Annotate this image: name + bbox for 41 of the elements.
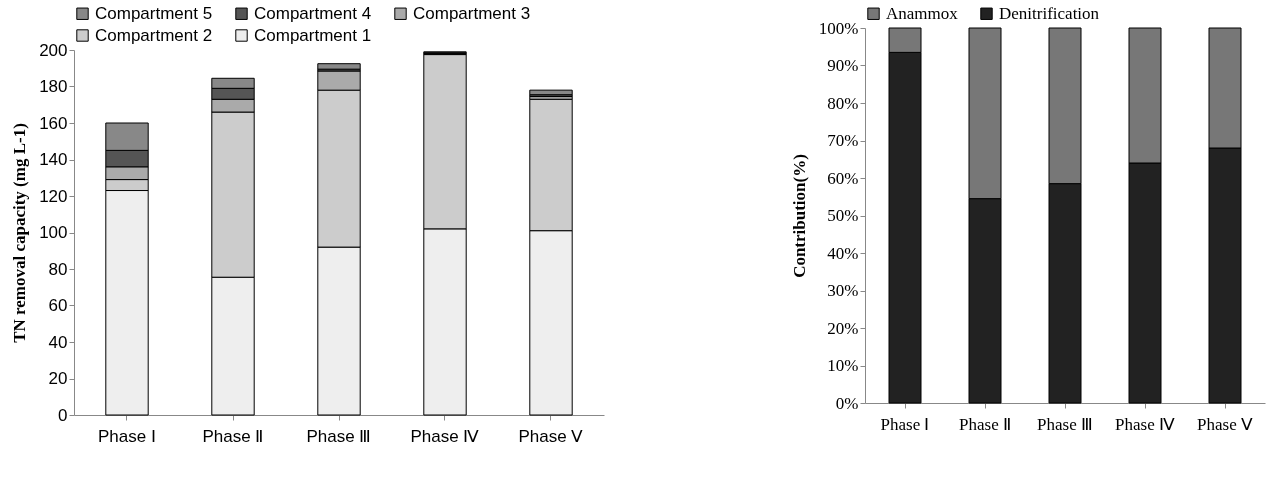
y-tick-label: 120 xyxy=(39,186,68,206)
y-tick-label: 60% xyxy=(827,168,859,188)
y-tick-label: 10% xyxy=(827,356,859,375)
y-axis-title: TN removal capacity (mg L-1) xyxy=(10,123,30,343)
legend-label: Compartment 5 xyxy=(95,3,213,23)
y-tick-label: 0% xyxy=(835,393,859,413)
y-tick-label: 100% xyxy=(818,18,859,38)
y-tick-label: 0 xyxy=(58,405,68,425)
x-tick-label: Phase Ⅲ xyxy=(1037,414,1093,434)
x-tick-label: Phase Ⅰ xyxy=(880,414,930,434)
y-tick-label: 40 xyxy=(48,332,68,352)
y-tick-label: 80% xyxy=(827,93,859,113)
legend-label: Compartment 2 xyxy=(95,25,213,45)
y-tick-label: 100 xyxy=(39,223,68,242)
legend-label: Compartment 4 xyxy=(254,3,372,23)
x-tick-label: Phase Ⅱ xyxy=(959,414,1011,434)
y-tick-label: 50% xyxy=(827,206,859,225)
y-tick-label: 200 xyxy=(39,40,68,60)
y-tick-label: 140 xyxy=(39,150,68,169)
y-tick-label: 160 xyxy=(39,113,68,133)
x-tick-label: Phase Ⅰ xyxy=(98,426,156,446)
legend-label: Anammox xyxy=(886,3,959,23)
y-tick-label: 180 xyxy=(39,77,68,96)
x-tick-label: Phase Ⅳ xyxy=(1115,414,1175,434)
legend-label: Compartment 3 xyxy=(413,3,531,23)
x-tick-label: Phase Ⅴ xyxy=(518,426,584,446)
x-tick-label: Phase Ⅲ xyxy=(306,426,372,446)
y-tick-label: 70% xyxy=(827,131,859,150)
x-tick-label: Phase Ⅳ xyxy=(410,426,480,446)
x-tick-label: Phase Ⅴ xyxy=(1197,414,1253,434)
y-tick-label: 40% xyxy=(827,243,859,263)
y-tick-label: 90% xyxy=(827,56,859,75)
y-tick-label: 80 xyxy=(48,259,68,279)
y-tick-label: 20 xyxy=(48,369,68,388)
legend-label: Compartment 1 xyxy=(254,25,372,45)
y-tick-label: 60 xyxy=(48,296,68,315)
y-tick-label: 20% xyxy=(827,318,859,338)
y-tick-label: 30% xyxy=(827,281,859,300)
x-tick-label: Phase Ⅱ xyxy=(202,426,264,446)
legend-label: Denitrification xyxy=(999,3,1100,23)
y-axis-title: Contribution(%) xyxy=(789,154,809,278)
